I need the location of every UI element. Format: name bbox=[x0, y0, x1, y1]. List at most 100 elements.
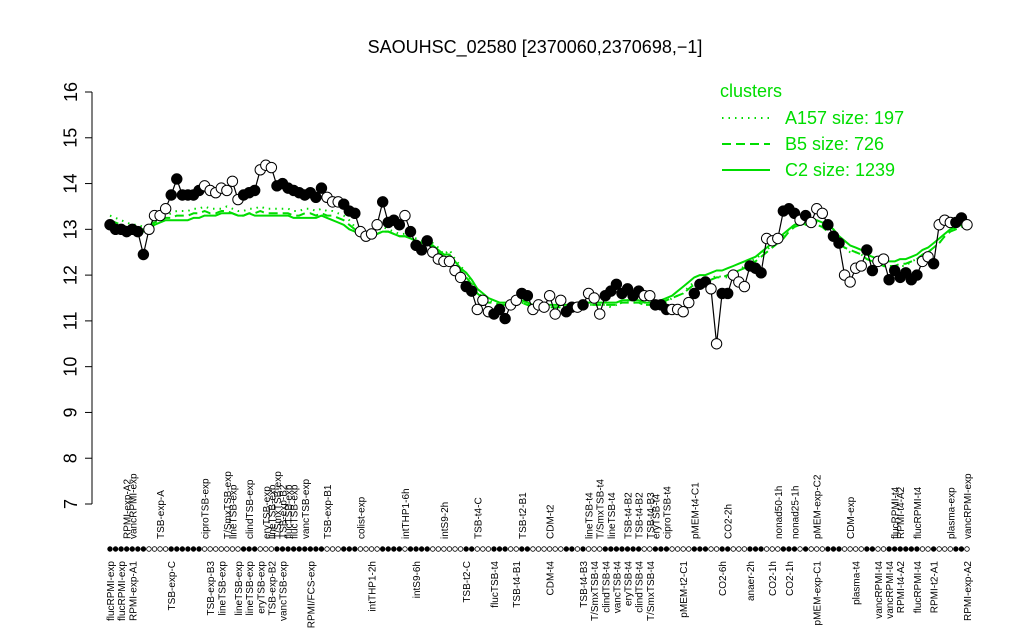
x-rug-mark bbox=[313, 546, 319, 552]
data-point bbox=[265, 161, 278, 174]
x-rug-mark bbox=[691, 546, 698, 552]
x-rug-mark bbox=[647, 546, 653, 552]
x-rug-mark bbox=[474, 546, 480, 552]
data-point bbox=[861, 244, 873, 256]
x-rug-mark bbox=[802, 546, 809, 552]
y-tick-label: 11 bbox=[61, 312, 81, 331]
data-point bbox=[710, 338, 723, 350]
data-point bbox=[844, 276, 856, 288]
x-rug-mark bbox=[496, 546, 503, 552]
x-label-top: vancRPMI-exp bbox=[128, 473, 139, 539]
x-label-bottom: RPMI-t2-A1 bbox=[930, 561, 941, 614]
x-label-top: CO2-2h bbox=[724, 504, 735, 539]
data-point bbox=[644, 290, 656, 302]
data-point bbox=[159, 203, 172, 215]
x-rug-mark bbox=[413, 546, 419, 552]
x-rug-mark bbox=[591, 546, 597, 552]
x-label-top: lineTSB-exp bbox=[267, 484, 278, 539]
x-rug-mark bbox=[140, 546, 147, 552]
x-rug-mark bbox=[841, 546, 848, 552]
x-rug-mark bbox=[597, 546, 603, 552]
data-point bbox=[365, 228, 378, 240]
x-rug-mark bbox=[480, 546, 486, 552]
x-rug-mark bbox=[808, 546, 814, 552]
x-rug-mark bbox=[435, 546, 442, 552]
x-rug-mark bbox=[880, 546, 887, 552]
x-label-bottom: CDM-t4 bbox=[546, 561, 557, 596]
x-label-bottom: RPMI-exp-A1 bbox=[128, 561, 139, 621]
x-rug-mark bbox=[268, 546, 275, 552]
x-label-bottom: TSB-t4-B3 bbox=[579, 561, 590, 608]
data-point bbox=[772, 232, 784, 245]
x-rug-mark bbox=[897, 546, 903, 552]
x-rug-mark bbox=[953, 546, 959, 552]
x-rug-mark bbox=[118, 546, 124, 552]
x-rug-mark bbox=[652, 546, 659, 552]
legend-title: clusters bbox=[720, 81, 782, 101]
y-tick-label: 9 bbox=[61, 407, 81, 417]
x-rug-mark bbox=[825, 546, 831, 552]
x-rug-mark bbox=[457, 546, 464, 552]
data-point bbox=[588, 292, 600, 304]
x-rug-mark bbox=[402, 546, 408, 552]
x-ticks bbox=[107, 546, 970, 552]
x-label-bottom: TSB-exp-C bbox=[167, 561, 178, 610]
x-rug-mark bbox=[608, 546, 614, 552]
x-rug-mark bbox=[891, 546, 898, 552]
x-rug-mark bbox=[708, 546, 714, 552]
x-rug-mark bbox=[819, 546, 826, 552]
x-label-top: lineTSB-t4 bbox=[607, 492, 618, 539]
data-point bbox=[171, 173, 183, 185]
x-rug-mark bbox=[251, 546, 258, 552]
x-rug-mark bbox=[741, 546, 748, 552]
x-rug-mark bbox=[335, 546, 341, 552]
x-label-bottom: flucRPMI-exp bbox=[106, 561, 117, 621]
series-layer bbox=[109, 164, 968, 344]
x-rug-mark bbox=[190, 546, 197, 552]
x-rug-mark bbox=[507, 546, 514, 552]
data-point bbox=[132, 225, 144, 238]
x-rug-mark bbox=[964, 546, 970, 552]
x-label-bottom: RPMI/FCS-exp bbox=[306, 561, 317, 629]
x-rug-mark bbox=[207, 546, 213, 552]
x-rug-mark bbox=[324, 546, 330, 552]
x-rug-mark bbox=[463, 546, 469, 552]
x-rug-mark bbox=[485, 546, 492, 552]
data-point bbox=[165, 189, 177, 201]
cluster-line-dashed bbox=[109, 210, 967, 309]
x-rug-mark bbox=[346, 546, 352, 552]
data-point bbox=[399, 209, 411, 222]
x-rug-mark bbox=[558, 546, 564, 552]
x-rug-mark bbox=[797, 546, 803, 552]
x-rug-mark bbox=[218, 546, 224, 552]
x-rug-mark bbox=[341, 546, 347, 552]
x-label-bottom: T/SmxTSB-t4 bbox=[590, 561, 601, 621]
data-point bbox=[538, 301, 550, 313]
x-rug-mark bbox=[903, 546, 909, 552]
x-rug-mark bbox=[546, 546, 553, 552]
x-rug-mark bbox=[641, 546, 647, 552]
x-rug-mark bbox=[285, 546, 291, 552]
x-rug-mark bbox=[162, 546, 169, 552]
x-rug-mark bbox=[168, 546, 174, 552]
x-rug-mark bbox=[869, 546, 876, 552]
x-rug-mark bbox=[725, 546, 731, 552]
x-rug-mark bbox=[469, 546, 475, 552]
x-label-bottom: TSB-exp-B2 bbox=[267, 561, 278, 616]
y-tick-label: 12 bbox=[61, 265, 81, 285]
x-rug-mark bbox=[396, 546, 403, 552]
x-rug-mark bbox=[925, 546, 931, 552]
x-rug-mark bbox=[274, 546, 280, 552]
data-point bbox=[493, 303, 506, 316]
x-label-bottom: vancRPMI-t4 bbox=[885, 561, 896, 619]
x-rug-mark bbox=[174, 546, 180, 552]
x-rug-mark bbox=[318, 546, 325, 552]
x-label-top: TSB-exp-B1 bbox=[323, 484, 334, 539]
x-rug-mark bbox=[279, 546, 286, 552]
x-rug-mark bbox=[747, 546, 753, 552]
x-rug-mark bbox=[947, 546, 954, 552]
data-point bbox=[822, 219, 834, 231]
x-rug-mark bbox=[151, 546, 158, 552]
